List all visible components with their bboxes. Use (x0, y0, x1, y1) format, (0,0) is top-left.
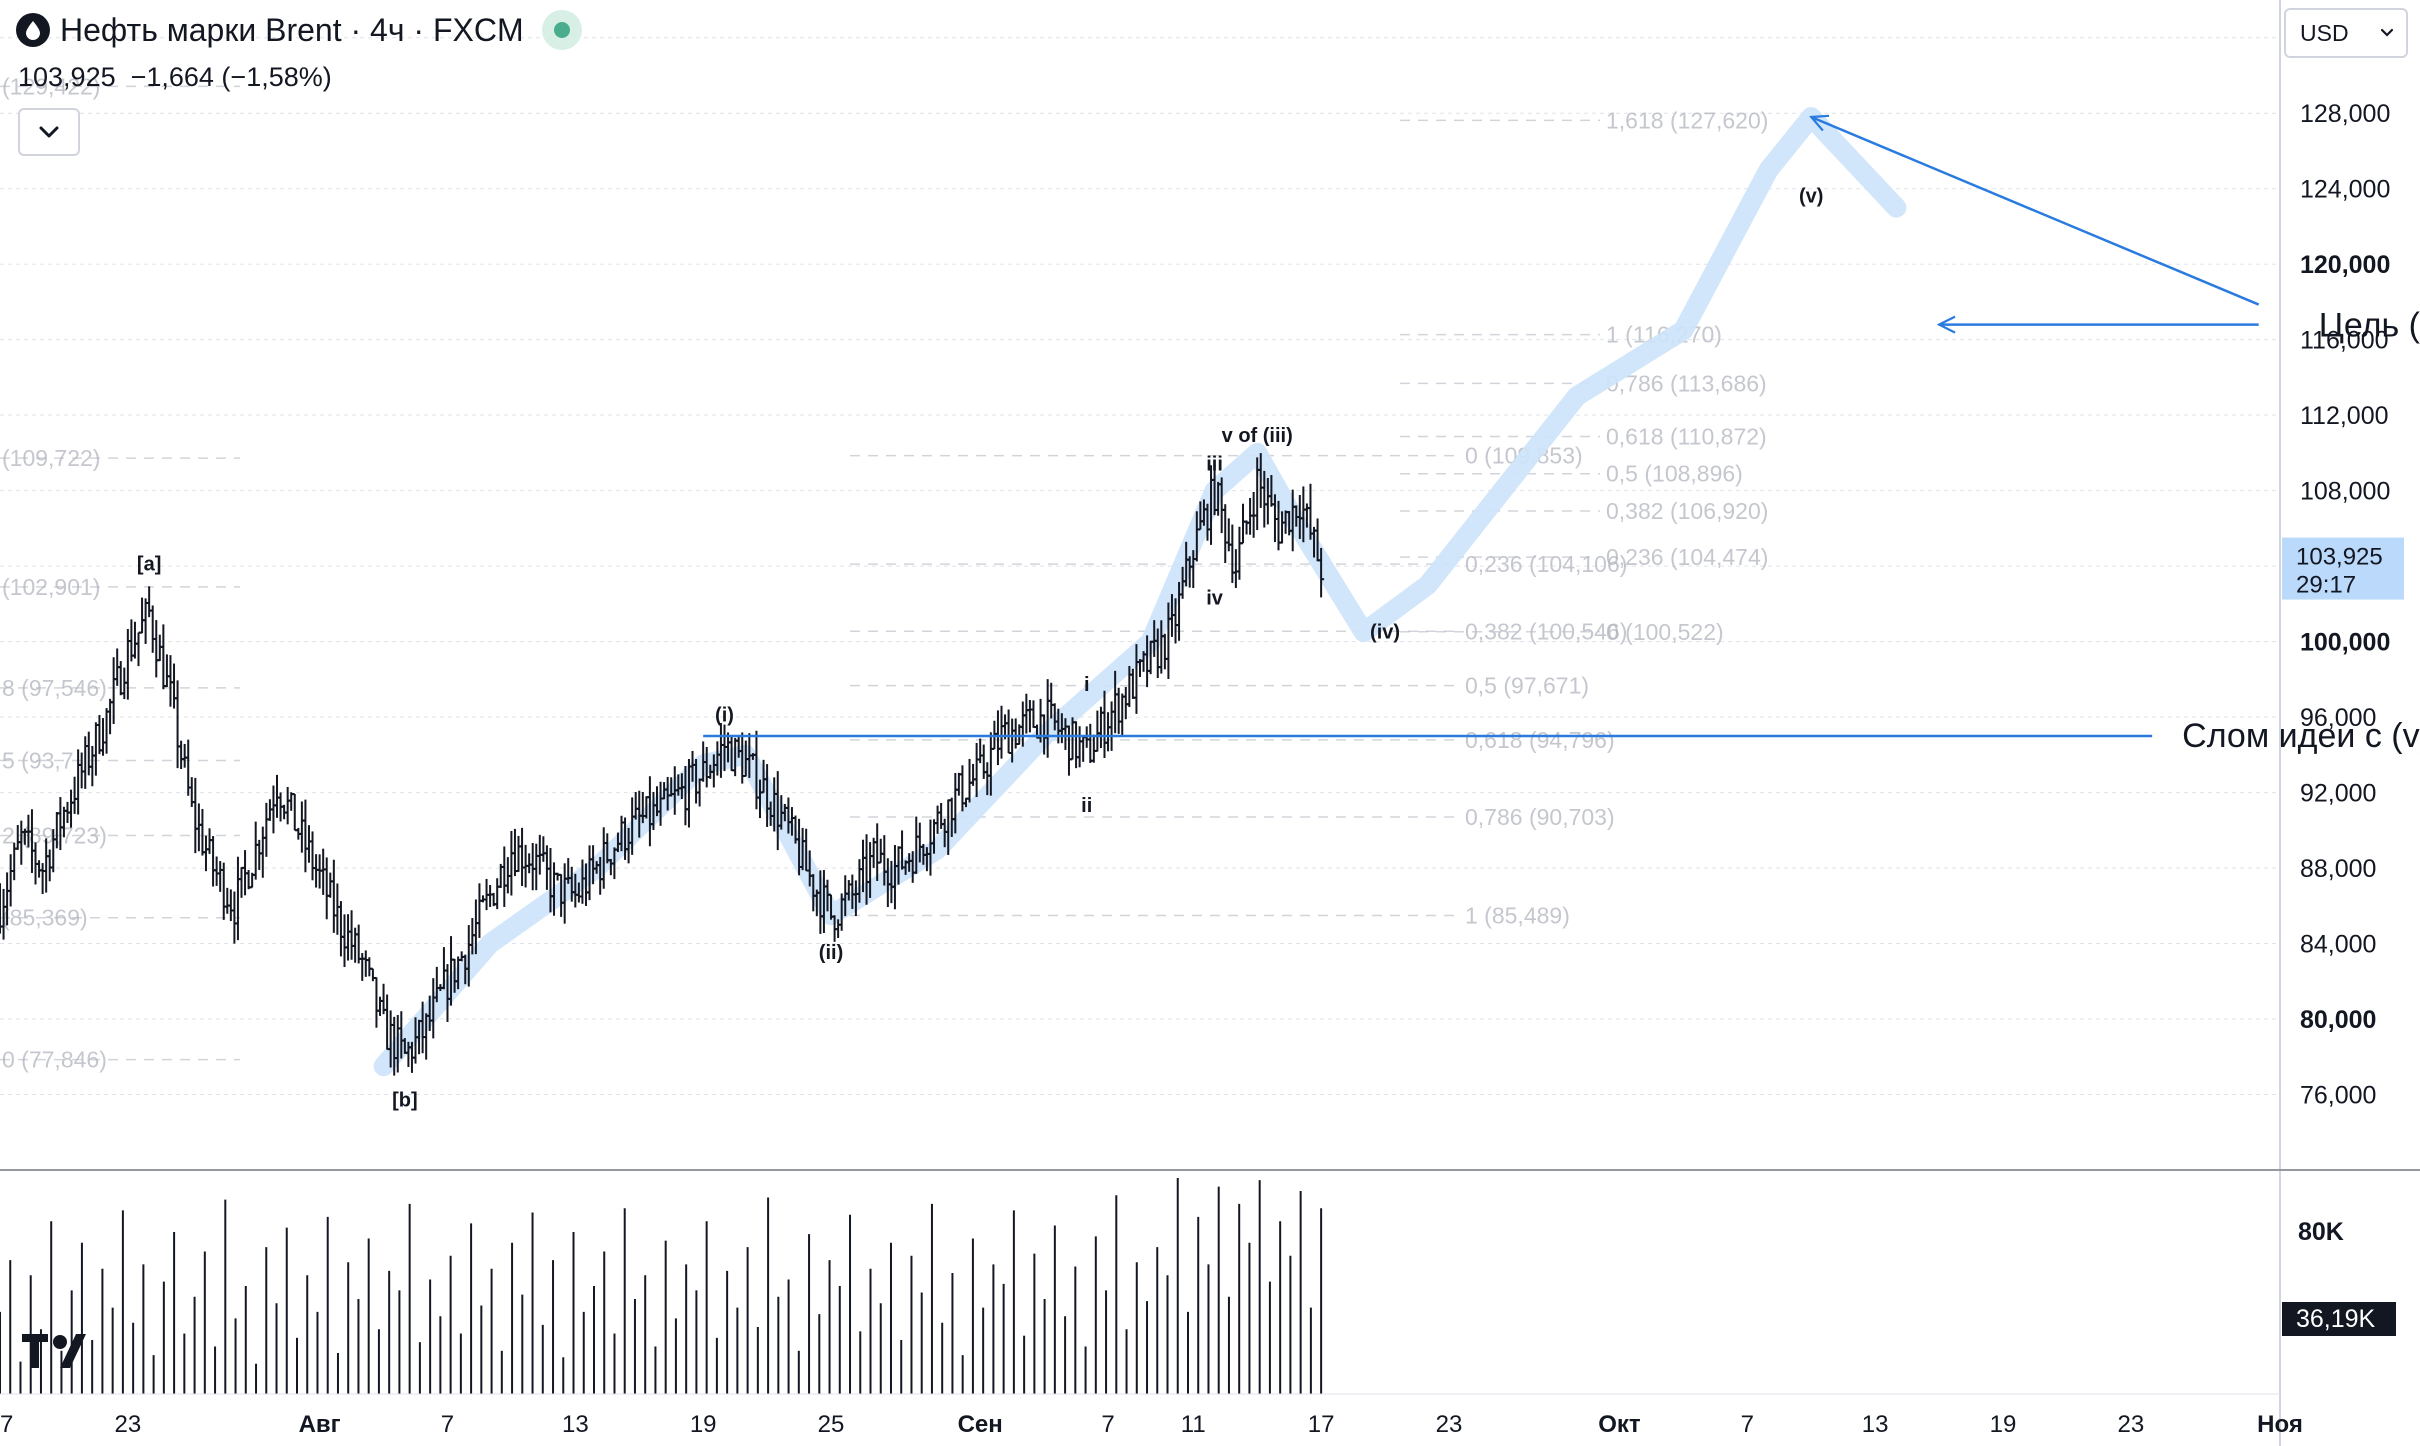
y-tick-label: 84,000 (2300, 931, 2376, 959)
market-open-indicator (541, 10, 582, 50)
x-tick-label: 7 (441, 1411, 454, 1438)
wave-label: [b] (392, 1089, 418, 1111)
fib-level-label: (109,722) (2, 445, 100, 471)
x-tick-label: 23 (114, 1411, 141, 1438)
fib-level-label: 2 (89,723) (2, 823, 107, 849)
fib-level-label: 1,618 (127,620) (1606, 107, 1768, 133)
y-tick-label: 96,000 (2300, 704, 2376, 732)
fib-level-label: 8 (97,546) (2, 675, 107, 701)
tradingview-logo (22, 1334, 86, 1368)
x-tick-label: 7 (1101, 1411, 1114, 1438)
x-tick-label: 11 (1181, 1411, 1206, 1438)
wave-label: (iv) (1370, 621, 1400, 643)
last-price-label: 103,925 (2296, 544, 2383, 571)
currency-label: USD (2300, 19, 2349, 46)
y-tick-label: 100,000 (2300, 629, 2390, 657)
wave-label: i (1084, 674, 1090, 696)
wave-label: (i) (715, 704, 734, 726)
y-tick-label: 112,000 (2300, 402, 2389, 430)
wave-label: (v) (1799, 185, 1823, 207)
y-tick-label: 116,000 (2300, 327, 2389, 355)
wave-label: iii (1206, 453, 1223, 475)
currency-select[interactable]: USD (2284, 8, 2408, 58)
chevron-down-icon (2380, 28, 2394, 37)
wave-label: ii (1081, 795, 1092, 817)
fib-level-label: 0,382 (106,920) (1606, 498, 1768, 524)
volume-last-badge (2282, 1302, 2396, 1336)
last-price-badge (2282, 537, 2404, 600)
y-tick-label: 76,000 (2300, 1082, 2376, 1110)
invalidation-annotation: Слом идеи с (v). (2182, 717, 2420, 755)
price-change-quote: 103,925 −1,664 (−1,58%) (18, 62, 332, 92)
x-tick-label: 19 (690, 1411, 717, 1438)
x-tick-label: Окт (1598, 1411, 1641, 1438)
x-tick-label: 25 (818, 1411, 845, 1438)
target-arrow (1811, 117, 2260, 306)
x-tick-label: 17 (1308, 1411, 1335, 1438)
fib-level-label: 1 (85,489) (1465, 902, 1570, 928)
y-tick-label: 124,000 (2300, 176, 2390, 204)
x-tick-label: Ноя (2257, 1411, 2303, 1438)
fib-level-label: 0,236 (104,474) (1606, 544, 1768, 570)
fib-level-label: (85,369) (2, 905, 88, 931)
fib-level-label: 5 (93,7 (2, 748, 74, 774)
x-tick-label: 7 (1741, 1411, 1754, 1438)
y-tick-label: 80,000 (2300, 1006, 2376, 1034)
fib-level-label: 0,786 (113,686) (1606, 370, 1767, 396)
wave-label: v of (iii) (1222, 425, 1293, 447)
wave-label: (ii) (819, 942, 843, 964)
projected-wave-path (373, 107, 1907, 1077)
volume-last-label: 36,19K (2296, 1305, 2376, 1333)
wave-label: iv (1206, 587, 1224, 609)
fib-level-label: 0,618 (94,796) (1465, 727, 1615, 753)
x-tick-label: 17 (0, 1411, 13, 1438)
y-tick-label: 108,000 (2300, 478, 2390, 506)
status-dot-icon (553, 22, 570, 38)
volume-axis-label: 80K (2298, 1218, 2344, 1246)
x-tick-label: 19 (1990, 1411, 2017, 1438)
fib-level-label: 0,5 (108,896) (1606, 461, 1743, 487)
x-tick-label: Сен (958, 1411, 1003, 1438)
last-price-countdown: 29:17 (2296, 572, 2356, 599)
fib-level-label: 0,618 (110,872) (1606, 423, 1767, 449)
oil-drop-icon (16, 13, 50, 47)
fib-level-label: 0 (77,846) (2, 1047, 107, 1073)
x-tick-label: Авг (299, 1411, 341, 1438)
x-tick-label: 23 (1436, 1411, 1463, 1438)
collapse-legend-button[interactable] (18, 108, 80, 156)
fib-level-label: 0 (100,522) (1606, 619, 1724, 645)
fib-level-label: 0,786 (90,703) (1465, 804, 1615, 830)
y-tick-label: 120,000 (2300, 251, 2390, 279)
chevron-down-icon (39, 126, 59, 138)
symbol-title[interactable]: Нефть марки Brent · 4ч · FXCM (60, 11, 524, 48)
fib-level-label: 0,236 (104,106) (1465, 551, 1627, 577)
target-annotation: Цель (v). (2319, 307, 2420, 345)
fib-level-label: (129,422) (2, 73, 100, 99)
x-tick-label: 23 (2117, 1411, 2144, 1438)
symbol-header: Нефть марки Brent · 4ч · FXCM (16, 10, 582, 50)
y-tick-label: 88,000 (2300, 855, 2376, 883)
x-tick-label: 13 (1862, 1411, 1889, 1438)
fib-level-label: (102,901) (2, 574, 100, 600)
fib-level-label: 0,5 (97,671) (1465, 673, 1589, 699)
y-tick-label: 128,000 (2300, 100, 2390, 128)
wave-label: [a] (137, 553, 161, 575)
x-tick-label: 13 (562, 1411, 589, 1438)
y-tick-label: 92,000 (2300, 780, 2376, 808)
